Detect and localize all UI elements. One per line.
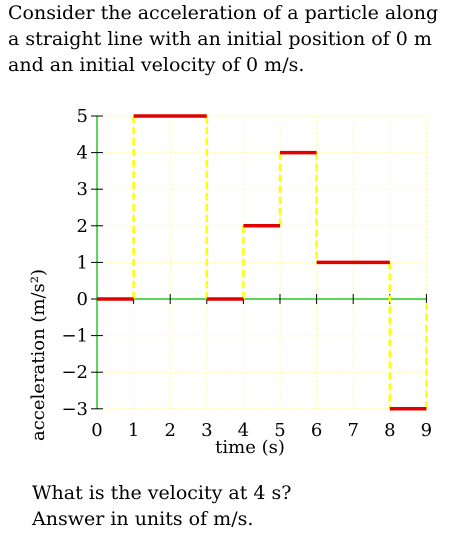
transition-lines: [132, 116, 428, 409]
acceleration-chart: 0 1 2 3 4 5 6 7 8 9 5 4 3 2 1 0 −1 −2 −3 time (s) accelera…: [28, 106, 432, 458]
y-tick-label: 1: [77, 252, 88, 273]
x-tick-label: 0: [91, 420, 102, 441]
y-tick-label: −2: [61, 362, 88, 383]
problem-intro: Consider the acceleration of a particle …: [8, 0, 456, 78]
y-tick-label: 4: [77, 143, 88, 164]
y-tick-label: −1: [61, 326, 88, 347]
intro-line-2: a straight line with an initial position…: [8, 28, 432, 50]
x-tick-label: 1: [128, 420, 139, 441]
question-line-2: Answer in units of m/s.: [32, 508, 254, 530]
x-tick-label: 2: [164, 420, 175, 441]
y-tick-label: 5: [77, 106, 88, 127]
x-tick-label: 9: [421, 420, 432, 441]
tick-labels: 0 1 2 3 4 5 6 7 8 9 5 4 3 2 1 0 −1 −2 −3: [61, 106, 432, 441]
y-tick-label: 2: [77, 216, 88, 237]
x-tick-label: 7: [347, 420, 358, 441]
x-tick-label: 3: [201, 420, 212, 441]
intro-line-3: and an initial velocity of 0 m/s.: [8, 54, 305, 76]
x-tick-label: 5: [274, 420, 285, 441]
question-line-1: What is the velocity at 4 s?: [32, 482, 292, 504]
intro-line-1: Consider the acceleration of a particle …: [8, 2, 439, 24]
acceleration-segments: [97, 114, 427, 411]
x-tick-label: 8: [384, 420, 395, 441]
y-tick-label: 0: [77, 289, 88, 310]
question-text: What is the velocity at 4 s? Answer in un…: [32, 480, 452, 532]
x-tick-label: 6: [311, 420, 322, 441]
x-axis-label: time (s): [215, 437, 285, 458]
y-axis-label: acceleration (m/s²): [28, 269, 49, 441]
x-tick-label: 4: [238, 420, 249, 441]
y-tick-label: 3: [77, 179, 88, 200]
y-tick-label: −3: [61, 399, 88, 420]
